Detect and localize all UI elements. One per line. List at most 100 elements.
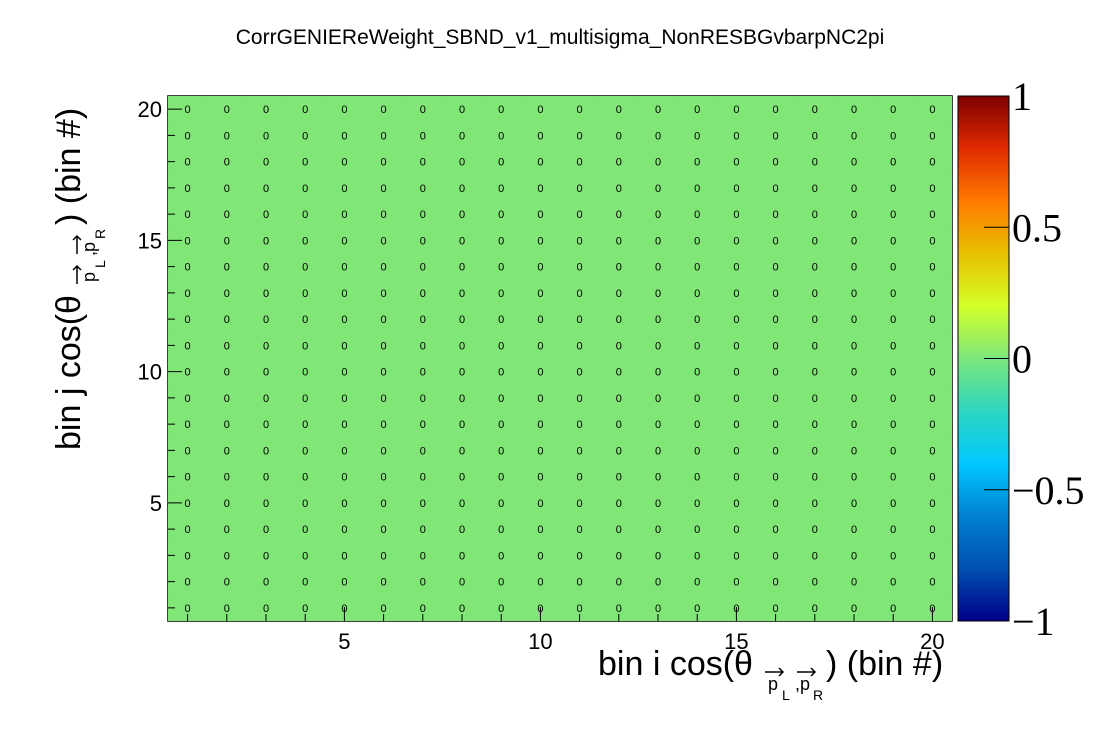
cell-label: 0 bbox=[263, 524, 269, 536]
heatmap-cell bbox=[364, 201, 404, 228]
cell-label: 0 bbox=[498, 419, 504, 431]
cell-label: 0 bbox=[185, 550, 191, 562]
heatmap-cell bbox=[403, 332, 443, 359]
cell-label: 0 bbox=[263, 104, 269, 116]
heatmap-cell bbox=[756, 253, 796, 280]
heatmap-cell bbox=[403, 516, 443, 543]
cell-label: 0 bbox=[459, 498, 465, 510]
heatmap-cell bbox=[638, 148, 678, 175]
heatmap-cell bbox=[442, 542, 482, 569]
cell-label: 0 bbox=[616, 288, 622, 300]
heatmap-cell bbox=[285, 516, 325, 543]
colorbar-tick-label: −0.5 bbox=[1012, 468, 1085, 513]
cell-label: 0 bbox=[459, 393, 465, 405]
cell-label: 0 bbox=[381, 157, 387, 169]
cell-label: 0 bbox=[263, 314, 269, 326]
cell-label: 0 bbox=[537, 524, 543, 536]
heatmap-cell bbox=[912, 516, 952, 543]
heatmap-cell bbox=[834, 516, 874, 543]
x-axis-label: bin i cos(θ p L , p R ) (bin #) bbox=[598, 645, 943, 703]
cell-label: 0 bbox=[655, 550, 661, 562]
cell-label: 0 bbox=[302, 209, 308, 221]
cell-label: 0 bbox=[851, 130, 857, 142]
heatmap-cell bbox=[756, 463, 796, 490]
cell-label: 0 bbox=[577, 262, 583, 274]
heatmap-cell bbox=[442, 201, 482, 228]
cell-label: 0 bbox=[655, 157, 661, 169]
heatmap-cell bbox=[481, 306, 521, 333]
heatmap-cell bbox=[403, 542, 443, 569]
heatmap-cell bbox=[324, 96, 364, 123]
heatmap-cell bbox=[716, 384, 756, 411]
heatmap-cell bbox=[560, 253, 600, 280]
cell-label: 0 bbox=[381, 288, 387, 300]
cell-label: 0 bbox=[420, 498, 426, 510]
cell-label: 0 bbox=[929, 577, 935, 589]
heatmap-cell bbox=[403, 96, 443, 123]
heatmap-cell bbox=[716, 306, 756, 333]
heatmap-cell bbox=[560, 384, 600, 411]
cell-label: 0 bbox=[302, 472, 308, 484]
heatmap-cell bbox=[442, 174, 482, 201]
cell-label: 0 bbox=[459, 130, 465, 142]
cell-label: 0 bbox=[890, 183, 896, 195]
cell-label: 0 bbox=[381, 603, 387, 615]
heatmap-cell bbox=[677, 516, 717, 543]
heatmap-cell bbox=[795, 332, 835, 359]
heatmap-cell bbox=[442, 489, 482, 516]
heatmap-cell bbox=[560, 489, 600, 516]
heatmap-cell bbox=[756, 122, 796, 149]
heatmap-cell bbox=[285, 358, 325, 385]
heatmap-cell bbox=[638, 332, 678, 359]
heatmap-cell bbox=[324, 568, 364, 595]
cell-label: 0 bbox=[929, 104, 935, 116]
heatmap-cell bbox=[756, 148, 796, 175]
heatmap-cell bbox=[795, 358, 835, 385]
heatmap-cell bbox=[834, 174, 874, 201]
cell-label: 0 bbox=[773, 498, 779, 510]
cell-label: 0 bbox=[459, 340, 465, 352]
cell-label: 0 bbox=[812, 603, 818, 615]
cell-label: 0 bbox=[733, 130, 739, 142]
cell-label: 0 bbox=[302, 367, 308, 379]
cell-label: 0 bbox=[263, 130, 269, 142]
cell-label: 0 bbox=[773, 157, 779, 169]
heatmap-cell bbox=[912, 332, 952, 359]
cell-label: 0 bbox=[341, 262, 347, 274]
heatmap-cell bbox=[520, 332, 560, 359]
cell-label: 0 bbox=[341, 104, 347, 116]
cell-label: 0 bbox=[381, 367, 387, 379]
heatmap-cell bbox=[246, 411, 286, 438]
heatmap-cell bbox=[560, 516, 600, 543]
heatmap-cell bbox=[795, 122, 835, 149]
cell-label: 0 bbox=[185, 183, 191, 195]
cell-label: 0 bbox=[537, 498, 543, 510]
cell-label: 0 bbox=[341, 367, 347, 379]
heatmap-cell bbox=[403, 568, 443, 595]
heatmap-cell bbox=[638, 279, 678, 306]
cell-label: 0 bbox=[498, 104, 504, 116]
heatmap-cells: 0 0 0 0 0 0 0 0 0 0 0 0 0 0 0 0 0 0 0 0 0 0 0 0 0 0 0 0 0 0 0 0 0 0 0 0 0 0 0 0… bbox=[168, 96, 952, 621]
heatmap-cell bbox=[599, 122, 639, 149]
cell-label: 0 bbox=[890, 445, 896, 457]
cell-label: 0 bbox=[655, 209, 661, 221]
cell-label: 0 bbox=[773, 209, 779, 221]
heatmap-cell bbox=[520, 306, 560, 333]
svg-text:p: p bbox=[79, 272, 99, 282]
cell-label: 0 bbox=[185, 314, 191, 326]
heatmap-cell bbox=[442, 96, 482, 123]
heatmap-cell bbox=[364, 489, 404, 516]
cell-label: 0 bbox=[851, 603, 857, 615]
cell-label: 0 bbox=[263, 498, 269, 510]
heatmap-cell bbox=[756, 332, 796, 359]
heatmap-cell bbox=[560, 306, 600, 333]
cell-label: 0 bbox=[577, 340, 583, 352]
heatmap-cell bbox=[207, 411, 247, 438]
cell-label: 0 bbox=[341, 472, 347, 484]
cell-label: 0 bbox=[263, 577, 269, 589]
heatmap-cell bbox=[716, 253, 756, 280]
cell-label: 0 bbox=[537, 183, 543, 195]
heatmap-cell bbox=[638, 227, 678, 254]
heatmap-cell bbox=[912, 489, 952, 516]
heatmap-cell bbox=[599, 384, 639, 411]
